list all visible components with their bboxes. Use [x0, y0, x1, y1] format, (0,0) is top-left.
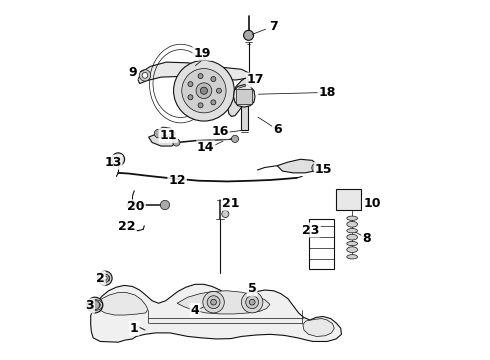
Ellipse shape: [347, 216, 358, 220]
Text: 10: 10: [363, 197, 381, 210]
Circle shape: [249, 299, 255, 305]
Ellipse shape: [347, 242, 358, 246]
Text: 15: 15: [315, 163, 332, 176]
Circle shape: [244, 30, 253, 40]
Circle shape: [98, 271, 112, 285]
Text: 14: 14: [197, 141, 215, 154]
Polygon shape: [156, 127, 175, 139]
Polygon shape: [303, 319, 334, 337]
Polygon shape: [228, 78, 248, 116]
Ellipse shape: [347, 229, 358, 233]
Circle shape: [312, 163, 321, 172]
Circle shape: [115, 156, 122, 162]
Text: 13: 13: [104, 156, 122, 168]
Circle shape: [217, 88, 221, 93]
Circle shape: [211, 299, 217, 305]
Circle shape: [188, 95, 193, 100]
Text: 3: 3: [85, 299, 94, 312]
Ellipse shape: [347, 234, 358, 240]
Text: 18: 18: [318, 86, 336, 99]
Text: 17: 17: [247, 73, 265, 86]
Circle shape: [200, 87, 207, 94]
Circle shape: [90, 300, 99, 310]
Circle shape: [198, 103, 203, 108]
Circle shape: [188, 82, 193, 87]
Text: 6: 6: [273, 123, 281, 136]
Circle shape: [154, 129, 163, 138]
Text: 5: 5: [248, 283, 257, 296]
Circle shape: [231, 135, 239, 143]
Text: 7: 7: [269, 20, 278, 33]
Polygon shape: [91, 284, 342, 342]
Circle shape: [112, 153, 124, 166]
Polygon shape: [277, 159, 318, 173]
Circle shape: [211, 77, 216, 81]
Circle shape: [242, 292, 263, 313]
Text: 2: 2: [96, 272, 105, 285]
Circle shape: [160, 201, 170, 210]
Circle shape: [173, 139, 180, 146]
Circle shape: [182, 68, 226, 113]
Polygon shape: [96, 293, 148, 315]
Bar: [336, 189, 361, 210]
Text: 12: 12: [169, 174, 186, 186]
Circle shape: [239, 90, 249, 101]
Bar: [237, 89, 252, 104]
Circle shape: [203, 292, 224, 313]
Circle shape: [196, 83, 212, 99]
Circle shape: [87, 297, 103, 313]
Text: 8: 8: [362, 233, 371, 246]
Circle shape: [127, 201, 136, 210]
Circle shape: [139, 69, 151, 81]
Text: 11: 11: [159, 129, 177, 142]
Ellipse shape: [347, 255, 358, 259]
Circle shape: [103, 276, 107, 280]
Text: 22: 22: [119, 220, 136, 233]
Polygon shape: [234, 85, 255, 107]
Text: 9: 9: [128, 66, 137, 79]
Ellipse shape: [347, 221, 358, 227]
Text: 4: 4: [191, 304, 199, 317]
Circle shape: [142, 72, 148, 78]
Text: 21: 21: [222, 197, 240, 210]
Polygon shape: [177, 291, 270, 314]
Text: 19: 19: [194, 47, 211, 60]
Circle shape: [207, 296, 220, 309]
Circle shape: [222, 210, 229, 217]
Text: 16: 16: [211, 125, 229, 138]
Polygon shape: [148, 134, 177, 146]
Circle shape: [245, 296, 259, 309]
Ellipse shape: [347, 247, 358, 252]
Text: 23: 23: [302, 224, 320, 237]
Bar: [101, 276, 109, 280]
Text: 1: 1: [130, 322, 139, 335]
Circle shape: [198, 73, 203, 78]
Circle shape: [211, 100, 216, 105]
Bar: [242, 96, 248, 130]
Circle shape: [173, 60, 234, 121]
Bar: [309, 219, 334, 269]
Polygon shape: [138, 62, 248, 84]
Text: 20: 20: [127, 200, 145, 213]
Circle shape: [100, 274, 109, 283]
